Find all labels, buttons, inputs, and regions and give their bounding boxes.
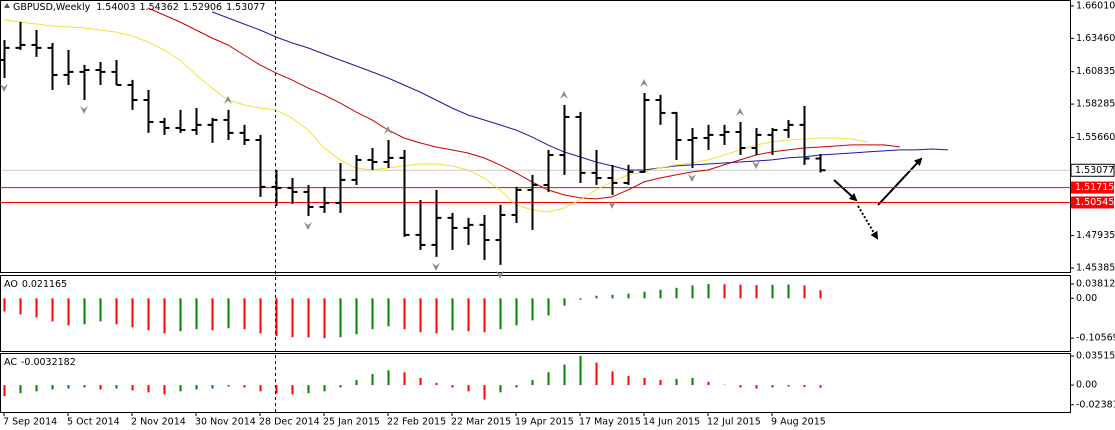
y-tick-label: 1.63460	[1076, 33, 1115, 44]
indicator-line	[147, 7, 901, 200]
x-tick-label: 25 Jan 2015	[323, 417, 380, 428]
price-line-label: 1.50545	[1075, 197, 1114, 208]
indicator-line	[3, 19, 869, 213]
fractal-up	[560, 90, 568, 99]
annotation-arrow	[877, 157, 923, 206]
fractal-down	[496, 270, 504, 279]
y-tick-label: 0.035153	[1076, 350, 1115, 361]
y-tick-label: -0.105695	[1076, 333, 1115, 344]
x-tick-label: 28 Dec 2014	[259, 417, 320, 428]
fractal-down	[304, 221, 312, 230]
fractal-down	[432, 262, 440, 271]
fractal-up	[736, 107, 744, 116]
fractal-up	[384, 125, 392, 134]
y-tick-label: -0.023810	[1076, 399, 1115, 410]
y-tick-label: 0.00	[1076, 293, 1097, 304]
x-tick-label: 22 Mar 2015	[451, 417, 511, 428]
title-close: 1.53077	[226, 2, 265, 13]
indicator-value: -0.0032182	[21, 357, 76, 368]
price-line-box	[1071, 181, 1114, 194]
y-tick-label: 1.45385	[1076, 262, 1115, 273]
fractal-up	[224, 95, 232, 104]
symbol-icon	[4, 3, 10, 8]
x-tick-label: 14 Jun 2015	[643, 417, 700, 428]
symbol-title: GBPUSD,Weekly	[13, 2, 91, 13]
current-price-box	[1070, 163, 1115, 177]
y-tick-label: 1.60835	[1076, 66, 1115, 77]
fractal-down	[80, 105, 88, 114]
fractal-down	[688, 173, 696, 182]
fractal-up	[640, 78, 648, 87]
x-tick-label: 7 Sep 2014	[3, 417, 57, 428]
x-tick-label: 19 Apr 2015	[515, 417, 574, 428]
y-tick-label: 0.038122	[1076, 278, 1115, 289]
x-tick-label: 5 Oct 2014	[67, 417, 120, 428]
x-tick-label: 17 May 2015	[579, 417, 641, 428]
x-tick-label: 12 Jul 2015	[707, 417, 761, 428]
x-tick-label: 22 Feb 2015	[387, 417, 446, 428]
title-high: 1.54362	[140, 2, 179, 13]
indicator-name: AO	[4, 279, 18, 290]
fractal-down	[752, 160, 760, 169]
ac-panel	[0, 353, 1071, 413]
price-line-box	[1071, 196, 1114, 209]
current-price-label: 1.53077	[1075, 165, 1114, 176]
fractal-down	[0, 83, 8, 92]
main-panel	[0, 0, 1071, 273]
x-tick-label: 30 Nov 2014	[195, 417, 256, 428]
panel-title: AC -0.0032182	[4, 357, 76, 368]
y-tick-label: 0.00	[1076, 380, 1097, 391]
annotation-arrow	[833, 179, 858, 202]
panel-title: GBPUSD,Weekly 1.54003 1.54362 1.52906 1.5307…	[13, 2, 265, 13]
indicator-value: 0.021165	[22, 279, 67, 290]
x-tick-label: 9 Aug 2015	[771, 417, 826, 428]
y-tick-label: 1.58285	[1076, 99, 1115, 110]
panel-title: AO 0.021165	[4, 279, 67, 290]
price-line-label: 1.51715	[1075, 182, 1114, 193]
indicator-name: AC	[4, 357, 17, 368]
ao-panel	[0, 275, 1071, 352]
fractal-down	[608, 200, 616, 209]
title-low: 1.52906	[183, 2, 222, 13]
y-tick-label: 1.55660	[1076, 132, 1115, 143]
title-open: 1.54003	[96, 2, 135, 13]
y-tick-label: 1.47935	[1076, 230, 1115, 241]
y-tick-label: 1.66010	[1076, 0, 1115, 11]
x-tick-label: 2 Nov 2014	[131, 417, 186, 428]
